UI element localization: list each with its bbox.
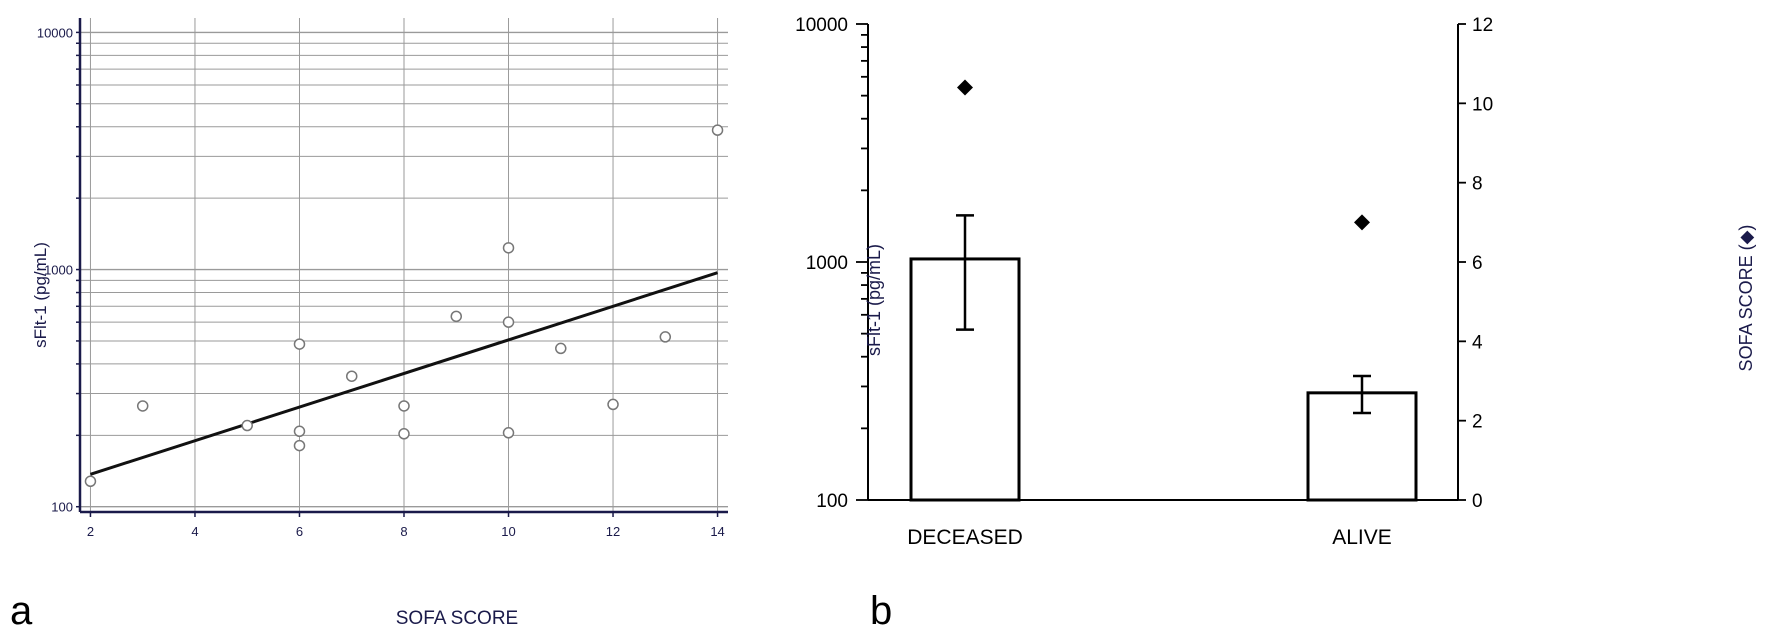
- panel-b-y-tick-labels: 100 1000 10000: [795, 15, 848, 512]
- y-tick-label: 1000: [806, 253, 848, 274]
- panel-b: 100 1000 10000 0 2 4 6 8 10 12 DECEASED ALIVE sFl…: [795, 15, 1756, 633]
- regression-line: [89, 271, 719, 476]
- right-y-tick-label: 2: [1472, 412, 1483, 433]
- panel-b-marks: [909, 79, 1418, 502]
- data-point: [293, 439, 306, 452]
- data-point: [659, 331, 672, 343]
- y-tick-label: 1000: [44, 263, 73, 278]
- data-point: [293, 425, 306, 438]
- data-point: [555, 342, 567, 355]
- panel-a-x-axis-label: SOFA SCORE: [396, 608, 518, 629]
- category-label: ALIVE: [1332, 526, 1392, 549]
- sofa-marker: [1354, 214, 1370, 231]
- y-tick-label: 10000: [37, 25, 73, 40]
- panel-a-axes: [76, 18, 728, 517]
- data-point: [502, 316, 515, 328]
- x-tick-label: 4: [191, 524, 198, 539]
- panel-a-y-tick-labels: 100 1000 10000: [37, 25, 73, 514]
- x-tick-label: 10: [501, 524, 515, 539]
- panel-a-x-tick-labels: 2 4 6 8 10 12 14: [87, 524, 725, 539]
- category-label: DECEASED: [907, 526, 1023, 549]
- right-y-tick-label: 0: [1472, 491, 1483, 512]
- panel-a-y-axis-label: sFlt-1 (pg/mL): [31, 242, 50, 348]
- data-point: [502, 427, 515, 439]
- data-point: [241, 419, 253, 432]
- right-y-tick-label: 6: [1472, 253, 1483, 274]
- panel-b-right-y-axis-label: SOFA SCORE (◆): [1736, 225, 1756, 372]
- y-tick-label: 10000: [795, 15, 848, 36]
- right-y-tick-label: 4: [1472, 332, 1483, 353]
- x-tick-label: 8: [400, 524, 407, 539]
- panel-a: 2 4 6 8 10 12 14 100 1000 10000 SOFA SCORE sFlt-…: [10, 18, 728, 633]
- data-point: [607, 398, 619, 411]
- x-tick-label: 6: [296, 524, 303, 539]
- data-point: [345, 370, 358, 382]
- right-y-tick-label: 8: [1472, 174, 1483, 195]
- data-point: [293, 338, 306, 350]
- data-point: [398, 428, 410, 440]
- panel-a-label: a: [10, 589, 33, 633]
- panel-a-marks: [84, 124, 724, 488]
- y-tick-label: 100: [51, 500, 73, 515]
- data-point: [84, 475, 97, 488]
- x-tick-label: 14: [710, 524, 724, 539]
- panel-b-category-labels: DECEASED ALIVE: [907, 526, 1392, 549]
- y-tick-label: 100: [816, 491, 848, 512]
- x-tick-label: 12: [606, 524, 620, 539]
- data-point: [450, 310, 463, 323]
- sofa-marker: [957, 79, 973, 96]
- right-y-tick-label: 12: [1472, 15, 1493, 36]
- data-point: [136, 400, 149, 412]
- data-point: [398, 400, 410, 412]
- right-y-tick-label: 10: [1472, 94, 1493, 115]
- data-point: [502, 242, 515, 254]
- data-point: [711, 124, 724, 136]
- panel-b-right-y-tick-labels: 0 2 4 6 8 10 12: [1472, 15, 1493, 512]
- panel-b-label: b: [870, 589, 892, 633]
- panel-b-y-axis-label: sFlt-1 (pg/mL): [864, 244, 884, 356]
- x-tick-label: 2: [87, 524, 94, 539]
